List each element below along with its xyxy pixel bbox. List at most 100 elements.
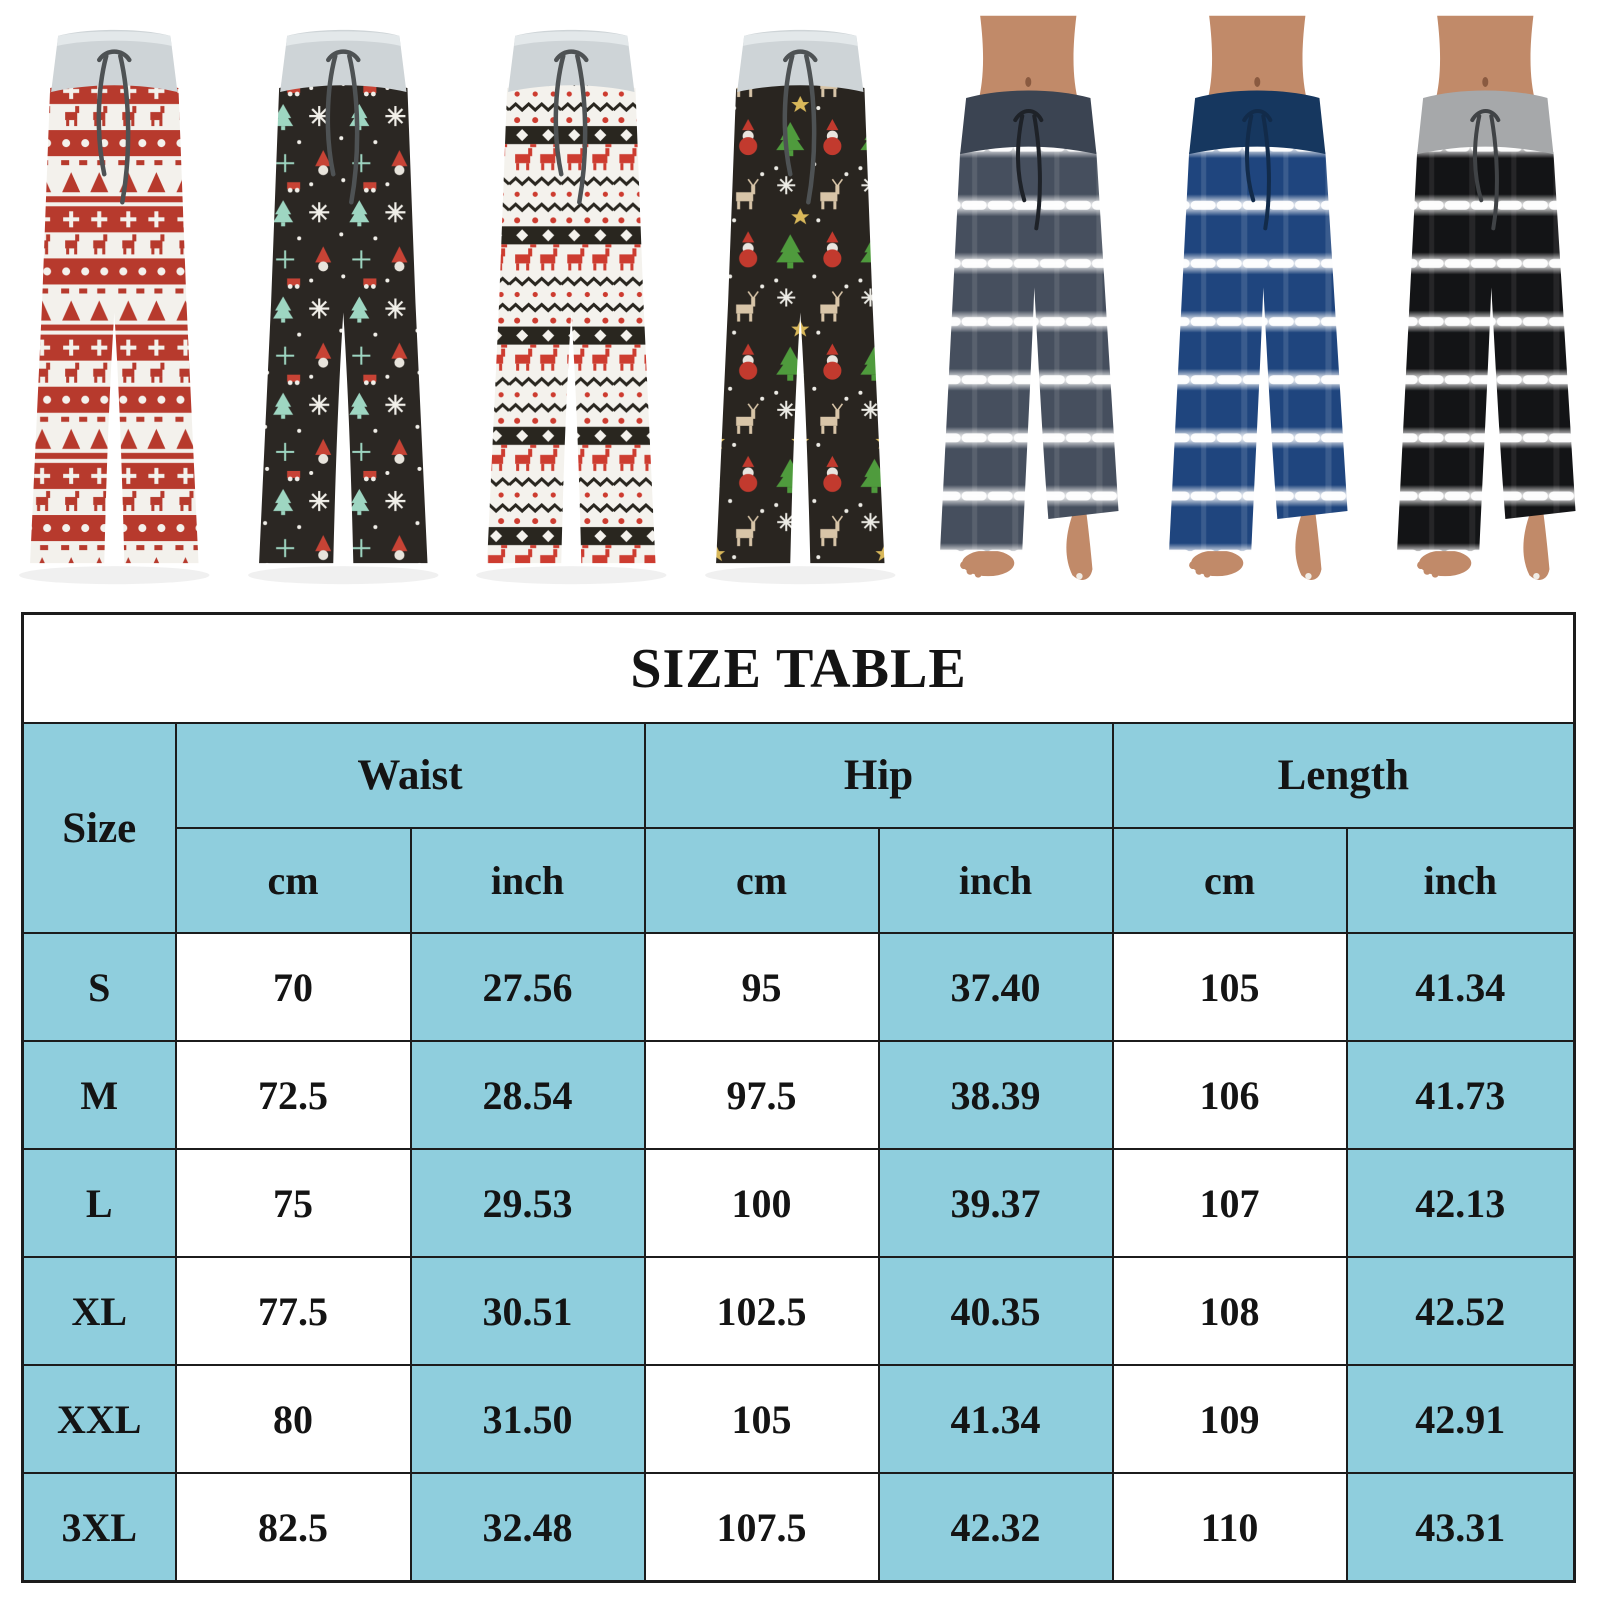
value-cell: 29.53 — [409, 1148, 646, 1258]
value-cell: 109 — [1111, 1364, 1348, 1474]
waistband — [51, 29, 178, 92]
col-group-hip: Hip — [643, 722, 1114, 829]
waistband-highlight — [57, 31, 172, 46]
pants-body — [940, 145, 1119, 552]
model-left-foot — [1190, 550, 1244, 577]
table-row-s: S 70 27.56 95 37.40 105 41.34 — [21, 932, 1576, 1042]
unit-waist-inch: inch — [409, 827, 646, 934]
size-cell: S — [21, 932, 177, 1042]
size-cell: M — [21, 1040, 177, 1150]
value-cell: 108 — [1111, 1256, 1348, 1366]
value-cell: 30.51 — [409, 1256, 646, 1366]
size-cell: L — [21, 1148, 177, 1258]
value-cell: 31.50 — [409, 1364, 646, 1474]
value-cell: 42.52 — [1345, 1256, 1576, 1366]
unit-header-row: cm inch cm inch cm inch — [23, 827, 1576, 934]
value-cell: 42.13 — [1345, 1148, 1576, 1258]
value-cell: 95 — [643, 932, 880, 1042]
model-right-foot — [1066, 513, 1093, 580]
pants-body — [258, 81, 428, 564]
waistband-highlight — [514, 31, 629, 46]
pants-body — [1397, 145, 1576, 552]
value-cell: 102.5 — [643, 1256, 880, 1366]
drawstring — [1242, 109, 1273, 231]
shadow — [247, 566, 439, 585]
navel — [1025, 76, 1032, 87]
model-right-foot — [1295, 513, 1322, 580]
pants-body — [487, 81, 656, 564]
pants-body — [715, 81, 885, 564]
product-image-charcoal-tie-dye — [914, 0, 1143, 595]
value-cell: 105 — [1111, 932, 1348, 1042]
value-cell: 75 — [174, 1148, 412, 1258]
unit-length-cm: cm — [1111, 827, 1348, 934]
product-image-navy-tie-dye — [1143, 0, 1372, 595]
shadow — [476, 566, 667, 585]
value-cell: 72.5 — [174, 1040, 412, 1150]
table-row-xxl: XXL 80 31.50 105 41.34 109 42.91 — [21, 1364, 1576, 1474]
value-cell: 43.31 — [1345, 1472, 1576, 1583]
col-group-waist: Waist — [174, 722, 646, 829]
unit-hip-cm: cm — [643, 827, 880, 934]
size-cell: 3XL — [21, 1472, 177, 1583]
group-header-row: Size Waist Hip Length — [21, 722, 1576, 934]
value-cell: 100 — [643, 1148, 880, 1258]
waistband — [736, 29, 864, 92]
navel — [1254, 76, 1261, 87]
table-row-m: M 72.5 28.54 97.5 38.39 106 41.73 — [21, 1040, 1576, 1150]
size-cell: XL — [21, 1256, 177, 1366]
product-image-black-santa — [686, 0, 915, 595]
size-cell: XXL — [21, 1364, 177, 1474]
title-row: SIZE TABLE — [21, 612, 1576, 724]
drawstring — [782, 49, 818, 205]
product-image-red-fair-isle — [0, 0, 229, 595]
model-left-foot — [1419, 550, 1472, 577]
value-cell: 107.5 — [643, 1472, 880, 1583]
value-cell: 27.56 — [409, 932, 646, 1042]
value-cell: 82.5 — [174, 1472, 412, 1583]
waistband-highlight — [742, 31, 858, 46]
value-cell: 80 — [174, 1364, 412, 1474]
value-cell: 70 — [174, 932, 412, 1042]
value-cell: 41.34 — [1345, 932, 1576, 1042]
model-right-foot — [1523, 513, 1550, 580]
navel — [1482, 76, 1489, 87]
table-row-l: L 75 29.53 100 39.37 107 42.13 — [21, 1148, 1576, 1258]
col-group-length: Length — [1111, 722, 1576, 829]
waistband — [1417, 90, 1554, 155]
waistband — [279, 29, 406, 92]
table-row-3xl: 3XL 82.5 32.48 107.5 42.32 110 43.31 — [21, 1472, 1576, 1583]
pants-body — [1168, 145, 1348, 552]
waistband — [508, 29, 635, 92]
value-cell: 38.39 — [877, 1040, 1114, 1150]
pants-body — [30, 81, 199, 564]
product-image-light-fair-isle — [457, 0, 686, 595]
table-row-xl: XL 77.5 30.51 102.5 40.35 108 42.52 — [21, 1256, 1576, 1366]
value-cell: 106 — [1111, 1040, 1348, 1150]
model-torso — [978, 15, 1079, 103]
drawstring — [1470, 109, 1501, 231]
product-image-black-tie-dye — [1371, 0, 1600, 595]
unit-length-inch: inch — [1345, 827, 1576, 934]
shadow — [704, 566, 896, 585]
product-image-black-gnomes — [229, 0, 458, 595]
value-cell: 110 — [1111, 1472, 1348, 1583]
value-cell: 105 — [643, 1364, 880, 1474]
unit-hip-inch: inch — [877, 827, 1114, 934]
value-cell: 40.35 — [877, 1256, 1114, 1366]
shadow — [19, 566, 210, 585]
value-cell: 42.91 — [1345, 1364, 1576, 1474]
value-cell: 41.34 — [877, 1364, 1114, 1474]
drawstring — [553, 49, 589, 205]
value-cell: 32.48 — [409, 1472, 646, 1583]
size-table: SIZE TABLE Size Waist Hip Length cm inch… — [21, 612, 1577, 1583]
model-torso — [1435, 15, 1536, 103]
value-cell: 28.54 — [409, 1040, 646, 1150]
waistband — [1188, 90, 1326, 155]
size-table-title: SIZE TABLE — [21, 612, 1576, 724]
product-gallery — [0, 0, 1600, 595]
waistband — [960, 90, 1097, 155]
value-cell: 41.73 — [1345, 1040, 1576, 1150]
waistband-highlight — [285, 31, 400, 46]
value-cell: 77.5 — [174, 1256, 412, 1366]
